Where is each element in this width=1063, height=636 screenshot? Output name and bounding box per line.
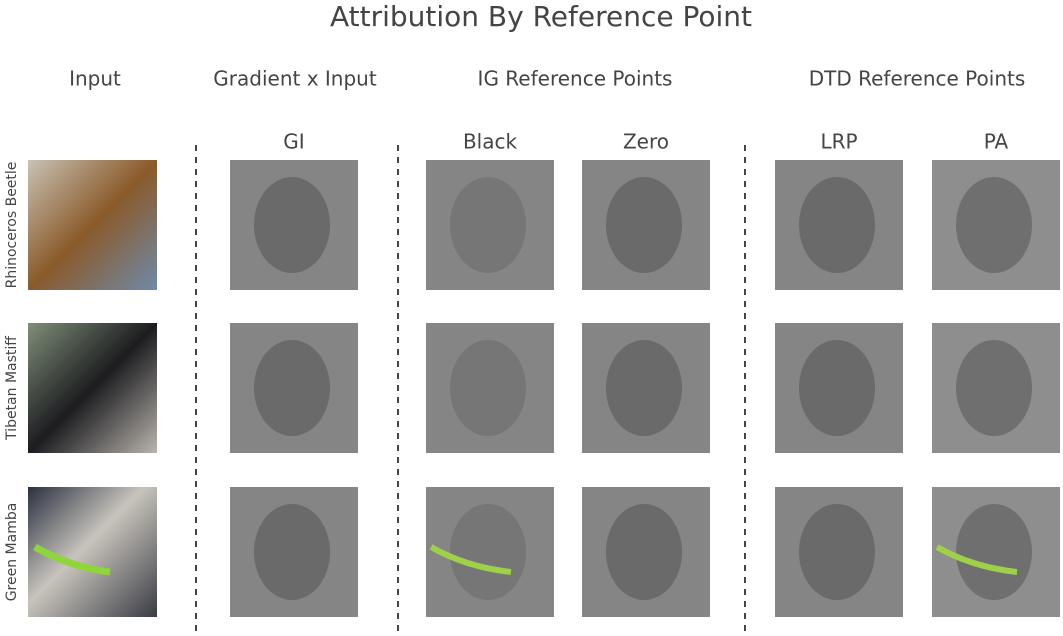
- attribution-map: [582, 487, 710, 617]
- row-label: Tibetan Mastiff: [4, 336, 20, 441]
- attribution-map: [582, 323, 710, 453]
- column-label: Zero: [623, 130, 669, 154]
- figure-title: Attribution By Reference Point: [330, 0, 752, 33]
- attribution-map: [932, 323, 1060, 453]
- row-label: Rhinoceros Beetle: [4, 162, 20, 289]
- attribution-map: [230, 160, 358, 290]
- attribution-blob: [956, 504, 1032, 600]
- attribution-map: [775, 323, 903, 453]
- attribution-blob: [606, 340, 682, 436]
- attribution-blob: [254, 504, 330, 600]
- attribution-map: [932, 160, 1060, 290]
- attribution-map: [775, 487, 903, 617]
- attribution-blob: [799, 504, 875, 600]
- attribution-map: [426, 487, 554, 617]
- group-header: Input: [69, 67, 121, 91]
- attribution-map: [932, 487, 1060, 617]
- input-image: [28, 323, 157, 453]
- attribution-blob: [450, 504, 526, 600]
- attribution-map: [582, 160, 710, 290]
- attribution-map: [775, 160, 903, 290]
- column-label: Black: [463, 130, 518, 154]
- group-header: Gradient x Input: [213, 67, 377, 91]
- attribution-map: [230, 323, 358, 453]
- group-header: IG Reference Points: [478, 67, 673, 91]
- attribution-blob: [254, 340, 330, 436]
- column-label: PA: [984, 130, 1009, 154]
- attribution-blob: [956, 177, 1032, 273]
- attribution-blob: [606, 504, 682, 600]
- attribution-blob: [956, 340, 1032, 436]
- attribution-map: [230, 487, 358, 617]
- attribution-blob: [606, 177, 682, 273]
- input-image: [28, 160, 157, 290]
- column-label: LRP: [820, 130, 857, 154]
- column-label: GI: [283, 130, 304, 154]
- attribution-map: [426, 160, 554, 290]
- attribution-blob: [450, 340, 526, 436]
- attribution-blob: [254, 177, 330, 273]
- attribution-blob: [799, 340, 875, 436]
- attribution-map: [426, 323, 554, 453]
- row-label: Green Mamba: [4, 503, 20, 602]
- attribution-blob: [450, 177, 526, 273]
- group-header: DTD Reference Points: [809, 67, 1026, 91]
- figure: Attribution By Reference Point Input Grad…: [0, 0, 1063, 636]
- attribution-blob: [799, 177, 875, 273]
